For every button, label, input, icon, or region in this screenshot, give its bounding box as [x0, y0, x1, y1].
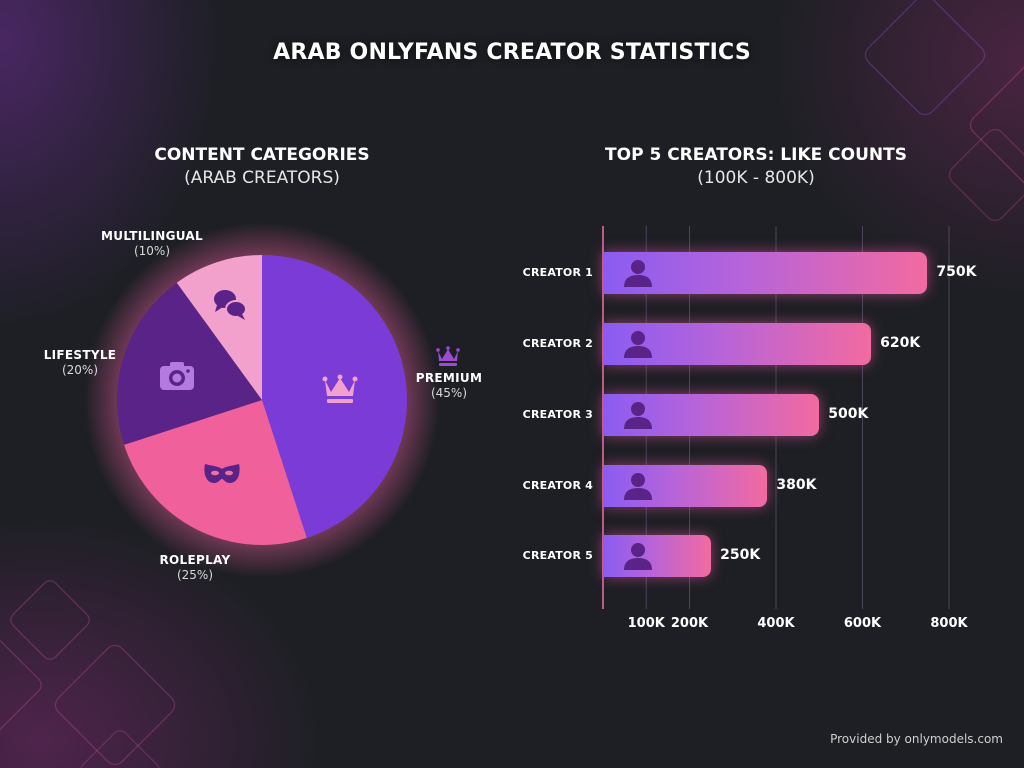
bar: [603, 394, 820, 436]
bar-category-label: CREATOR 2: [522, 337, 593, 350]
bar-category-label: CREATOR 3: [522, 408, 593, 421]
pie-slice-multilingual: [176, 255, 262, 400]
pie-chart-subtitle: (ARAB CREATORS): [184, 168, 340, 188]
page-title: ARAB ONLYFANS CREATOR STATISTICS: [273, 40, 751, 65]
slice-label-multilingual: MULTILINGUAL (10%): [101, 229, 203, 258]
bar: [603, 323, 872, 365]
bar-category-label: CREATOR 4: [522, 479, 593, 492]
chat-bubbles-icon: [214, 290, 247, 320]
slice-label-lifestyle: LIFESTYLE (20%): [43, 348, 117, 377]
bar-value-label: 380K: [776, 477, 817, 493]
slice-label-roleplay: ROLEPLAY (25%): [159, 553, 231, 582]
crown-icon: [322, 374, 358, 403]
x-tick-label: 800K: [930, 616, 968, 631]
pie-slice-lifestyle: [116, 282, 263, 445]
pie-slice-premium: [262, 255, 407, 538]
bar-value-label: 750K: [936, 264, 977, 280]
bar-value-label: 620K: [880, 335, 921, 351]
bar-category-label: CREATOR 5: [522, 549, 593, 562]
person-icon: [624, 543, 652, 570]
bar: [603, 465, 768, 507]
bar-value-label: 250K: [720, 547, 761, 563]
person-icon: [624, 402, 652, 429]
mask-icon: [204, 464, 240, 483]
bar-value-label: 500K: [828, 406, 869, 422]
person-icon: [624, 473, 652, 500]
slice-label-premium: PREMIUM (45%): [415, 371, 483, 400]
bar-chart-title: TOP 5 CREATORS: LIKE COUNTS: [605, 145, 907, 165]
bar-chart-subtitle: (100K - 800K): [697, 168, 815, 188]
camera-icon: [160, 362, 194, 390]
x-tick-label: 400K: [757, 616, 795, 631]
x-tick-label: 600K: [843, 616, 882, 631]
footer-credit: Provided by onlymodels.com: [830, 732, 1003, 746]
person-icon: [624, 331, 652, 358]
person-icon: [624, 260, 652, 287]
x-tick-label: 200K: [670, 616, 709, 631]
pie-chart-title: CONTENT CATEGORIES: [154, 145, 370, 165]
bar: [603, 535, 712, 577]
x-tick-label: 100K: [627, 616, 665, 631]
premium-legend-crown-icon: [436, 346, 460, 366]
pie-slices: [116, 255, 407, 545]
bar: [603, 252, 928, 294]
bar-category-label: CREATOR 1: [522, 266, 593, 279]
